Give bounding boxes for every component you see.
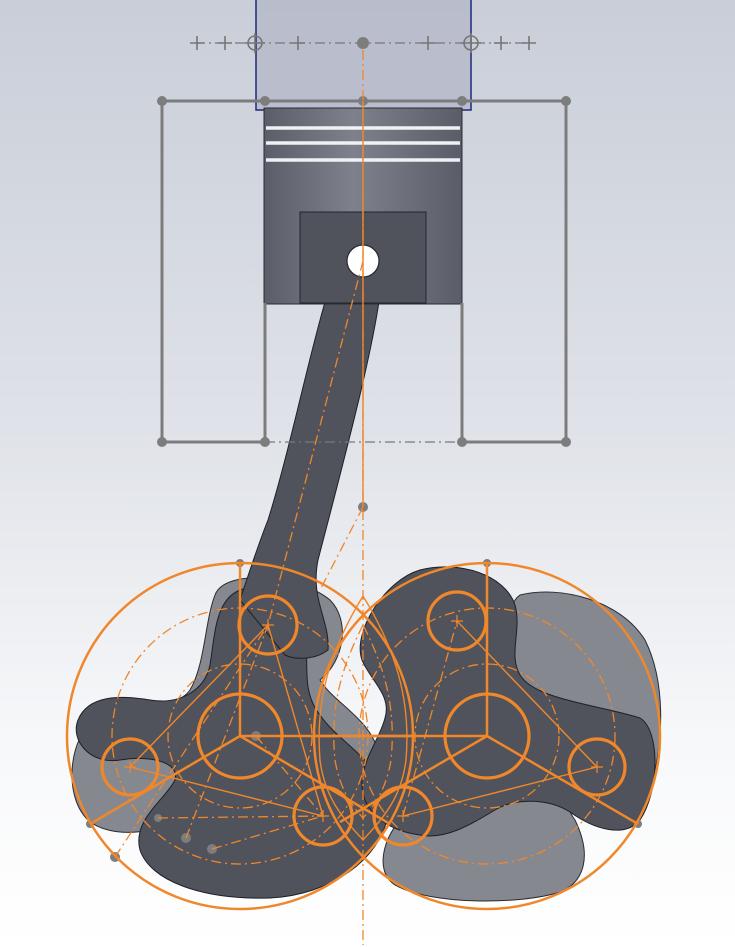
left-crank-pin-left[interactable] bbox=[100, 737, 160, 797]
sketch-point-icon[interactable] bbox=[190, 36, 536, 50]
right-crank-pin-right[interactable] bbox=[567, 737, 627, 797]
center-lens-profile[interactable] bbox=[318, 594, 408, 842]
left-spokes bbox=[89, 563, 413, 858]
mechanism-sketch[interactable] bbox=[65, 50, 662, 945]
crank-link-line bbox=[319, 506, 364, 591]
right-crank-pin-bottom[interactable] bbox=[372, 785, 434, 847]
cylinder-outline-left[interactable] bbox=[160, 101, 267, 444]
rotor-right-body[interactable] bbox=[359, 566, 656, 837]
center-lens-inner bbox=[333, 623, 393, 819]
rod-centerline bbox=[267, 260, 364, 626]
connecting-rod[interactable] bbox=[239, 275, 383, 659]
connecting-rod-shank[interactable] bbox=[239, 275, 383, 659]
sketch-pierce-point-icon[interactable] bbox=[245, 33, 481, 53]
right-spokes bbox=[314, 563, 639, 826]
cylinder-outline-right[interactable] bbox=[460, 101, 568, 444]
pin-center-markers bbox=[124, 615, 603, 822]
